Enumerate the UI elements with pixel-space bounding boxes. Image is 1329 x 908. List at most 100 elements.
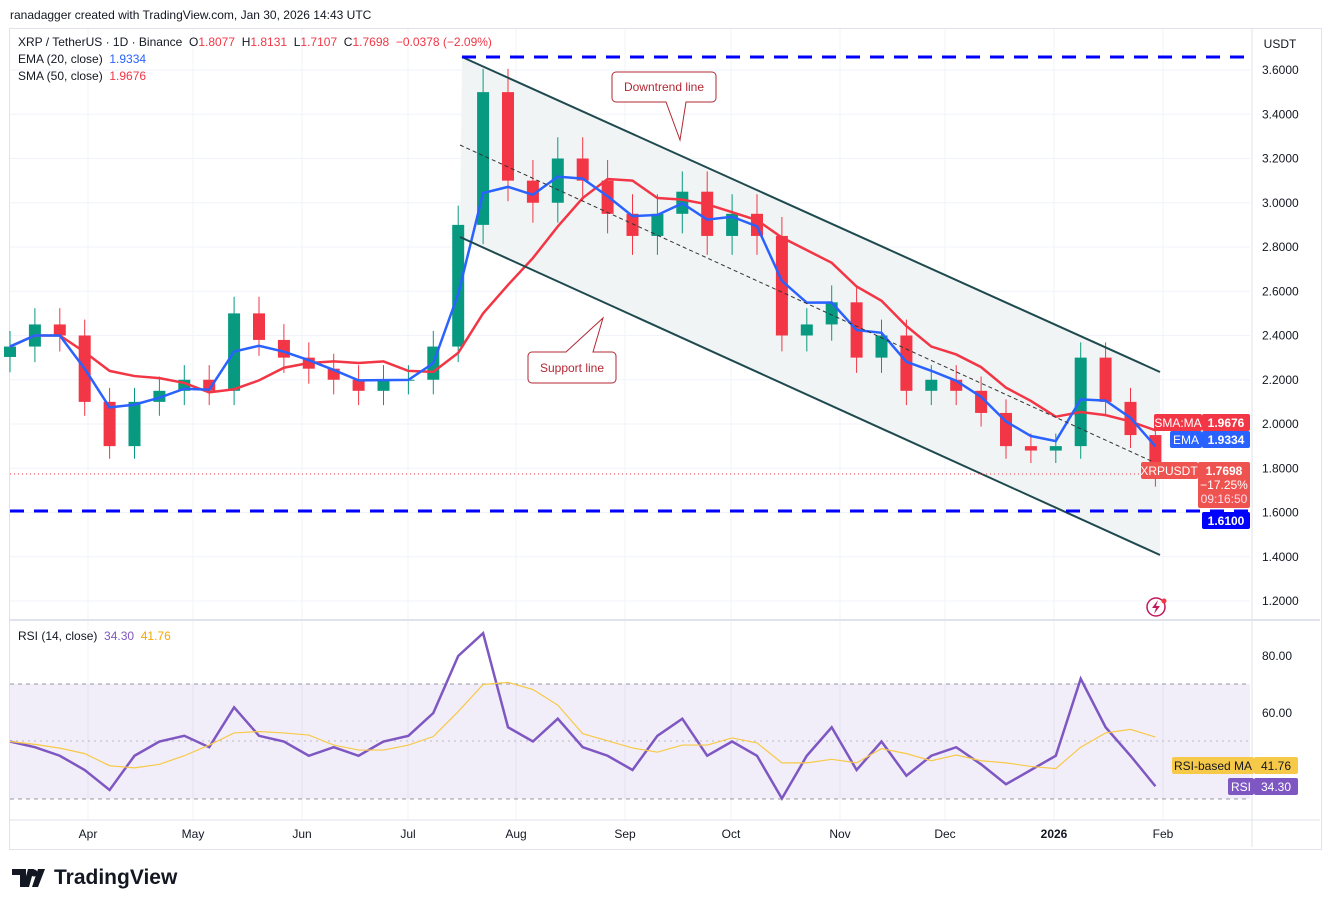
candle xyxy=(452,224,465,347)
open-label: O xyxy=(188,35,199,49)
sma-badge-value: 1.9676 xyxy=(1208,416,1245,430)
close-value: 1.7698 xyxy=(352,35,390,49)
price-change: −0.0378 (−2.09%) xyxy=(395,35,492,49)
rsi-ma-legend-value: 41.76 xyxy=(140,629,171,643)
candle xyxy=(1099,357,1112,402)
candle xyxy=(900,335,913,391)
ema-badge-value: 1.9334 xyxy=(1208,433,1245,447)
sma-legend-label: SMA (50, close) xyxy=(18,69,103,83)
price-tick: 3.6000 xyxy=(1262,63,1299,77)
price-tick: 1.4000 xyxy=(1262,550,1299,564)
time-tick: Nov xyxy=(829,827,850,841)
candle xyxy=(775,235,788,336)
rsi-legend-label: RSI (14, close) xyxy=(18,629,98,643)
credit-line: ranadagger created with TradingView.com,… xyxy=(10,8,372,22)
time-tick: Jun xyxy=(292,827,311,841)
close-label: C xyxy=(343,35,353,49)
time-tick: 2026 xyxy=(1041,827,1068,841)
currency-label[interactable]: USDT xyxy=(1264,37,1297,51)
price-tick: 2.6000 xyxy=(1262,284,1299,298)
ema-legend-label: EMA (20, close) xyxy=(18,52,103,66)
candle xyxy=(626,213,639,236)
support-label: Support line xyxy=(540,361,604,375)
time-tick: Sep xyxy=(614,827,636,841)
price-tick: 2.0000 xyxy=(1262,417,1299,431)
sma-legend-value: 1.9676 xyxy=(109,69,147,83)
price-tick: 2.4000 xyxy=(1262,329,1299,343)
time-tick: Feb xyxy=(1153,827,1174,841)
candle xyxy=(1074,357,1087,447)
time-tick: Oct xyxy=(722,827,741,841)
price-tick: 1.8000 xyxy=(1262,461,1299,475)
time-tick: Jul xyxy=(400,827,415,841)
open-value: 1.8077 xyxy=(198,35,236,49)
candle xyxy=(377,379,390,391)
rsi-ma-badge-value: 41.76 xyxy=(1261,759,1291,773)
candle xyxy=(1024,446,1037,451)
candle xyxy=(526,180,539,203)
candle xyxy=(53,324,66,336)
candle xyxy=(800,324,813,336)
rsi-ma-badge-label: RSI-based MA xyxy=(1174,759,1252,773)
brand-name: TradingView xyxy=(54,866,178,889)
candle xyxy=(1000,412,1012,447)
sma-badge-label: SMA:MA xyxy=(1154,416,1201,430)
candle xyxy=(277,339,290,358)
rsi-badge-label: RSI xyxy=(1231,780,1251,794)
candle xyxy=(701,191,714,236)
price-tick: 3.4000 xyxy=(1262,107,1299,121)
candle xyxy=(551,158,564,203)
support-line[interactable] xyxy=(459,236,1161,556)
sma-legend[interactable]: SMA (50, close) 1.9676 xyxy=(18,69,146,83)
symbol-legend[interactable]: XRP / TetherUS · 1D · Binance O1.8077 H1… xyxy=(18,35,492,49)
symbol-badge-label: XRPUSDT xyxy=(1140,464,1198,478)
support-callout[interactable]: Support line xyxy=(527,316,617,384)
candle xyxy=(502,92,514,181)
candle xyxy=(875,335,888,358)
rsi-tick: 60.00 xyxy=(1262,706,1292,720)
percent-change: −17.25% xyxy=(1200,478,1248,492)
ema-legend[interactable]: EMA (20, close) 1.9334 xyxy=(18,52,146,66)
time-tick: Dec xyxy=(934,827,955,841)
last-price: 1.7698 xyxy=(1206,464,1243,478)
rsi-legend[interactable]: RSI (14, close) 34.30 41.76 xyxy=(18,629,171,643)
low-label: L xyxy=(293,35,301,49)
candle xyxy=(178,379,191,391)
time-tick: Aug xyxy=(505,827,526,841)
level-badge: 1.6100 xyxy=(1208,514,1245,528)
candle xyxy=(726,213,739,236)
price-tick: 2.2000 xyxy=(1262,373,1299,387)
low-value: 1.7107 xyxy=(300,35,338,49)
time-tick: May xyxy=(182,827,205,841)
ema-badge-label: EMA xyxy=(1173,433,1199,447)
candle xyxy=(352,379,365,391)
downtrend-line[interactable] xyxy=(461,56,1161,373)
candle xyxy=(651,213,664,236)
candle xyxy=(925,379,938,391)
ema-legend-value: 1.9334 xyxy=(109,52,147,66)
rsi-badge-value: 34.30 xyxy=(1261,780,1291,794)
candle xyxy=(576,158,589,181)
price-tick: 3.2000 xyxy=(1262,152,1299,166)
downtrend-callout[interactable]: Downtrend line xyxy=(611,71,717,142)
candle xyxy=(1049,446,1062,451)
downtrend-label: Downtrend line xyxy=(624,80,704,94)
price-tick: 1.2000 xyxy=(1262,594,1299,608)
candle xyxy=(128,401,141,447)
alert-bolt-icon[interactable] xyxy=(1146,597,1167,617)
price-tick: 1.6000 xyxy=(1262,506,1299,520)
channel-midline[interactable] xyxy=(459,144,1161,466)
rsi-tick: 80.00 xyxy=(1262,649,1292,663)
high-value: 1.8131 xyxy=(250,35,288,49)
tradingview-logo[interactable]: TradingView xyxy=(12,866,177,890)
ema-line xyxy=(9,175,1157,448)
price-tick: 3.0000 xyxy=(1262,196,1299,210)
chart-frame xyxy=(9,28,1322,850)
bar-timer: 09:16:50 xyxy=(1201,492,1248,506)
time-tick: Apr xyxy=(79,827,98,841)
candle xyxy=(203,379,216,391)
candle xyxy=(4,346,16,357)
candle xyxy=(253,313,265,340)
candle xyxy=(950,379,963,391)
